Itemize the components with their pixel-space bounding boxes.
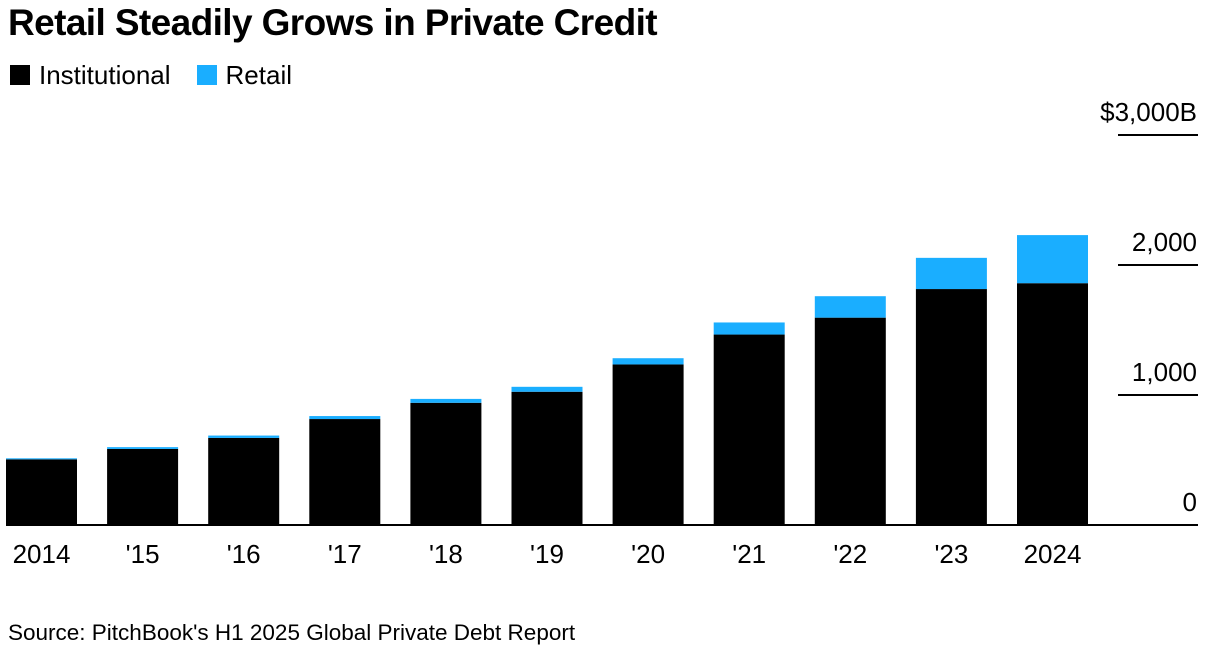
legend-label-retail: Retail [225,59,293,90]
legend-item-retail: Retail [196,59,293,91]
x-tick-label-5: '19 [530,539,564,569]
y-tick-label-3: $3,000B [1100,97,1197,127]
source-note: Source: PitchBook's H1 2025 Global Priva… [8,620,576,645]
bar-retail-1 [107,447,179,449]
legend-swatch-institutional [10,65,30,85]
x-tick-label-9: '23 [934,539,968,569]
bar-retail-9 [915,257,987,290]
x-tick-label-10: 2024 [1024,539,1082,569]
x-tick-label-2: '16 [227,539,261,569]
y-tick-label-2: 2,000 [1132,227,1197,257]
bar-retail-8 [814,296,886,318]
chart-title: Retail Steadily Grows in Private Credit [8,2,658,43]
bar-retail-10 [1017,235,1088,284]
bar-retail-2 [208,435,280,438]
x-tick-label-1: '15 [126,539,160,569]
bar-retail-6 [612,358,684,365]
bar-retail-0 [6,458,77,460]
bar-institutional-9 [915,289,987,525]
y-tick-label-0: 0 [1183,487,1197,517]
bar-institutional-2 [208,437,280,525]
bar-retail-3 [309,416,381,420]
x-tick-label-3: '17 [328,539,362,569]
bar-institutional-5 [511,391,583,525]
bar-institutional-10 [1017,283,1088,525]
x-tick-label-8: '22 [833,539,867,569]
bar-institutional-6 [612,364,684,525]
bar-institutional-3 [309,419,381,525]
x-tick-label-4: '18 [429,539,463,569]
bar-institutional-4 [410,402,482,525]
legend-label-institutional: Institutional [39,59,171,90]
y-tick-label-1: 1,000 [1132,357,1197,387]
bar-institutional-7 [713,334,785,525]
legend: Institutional Retail [10,58,318,92]
x-tick-label-6: '20 [631,539,665,569]
x-tick-label-7: '21 [732,539,766,569]
bar-retail-5 [511,386,583,392]
legend-swatch-retail [196,65,217,85]
bar-retail-7 [713,322,785,335]
legend-item-institutional: Institutional [10,60,171,91]
bar-institutional-1 [107,448,179,525]
bar-institutional-8 [814,317,886,525]
bar-institutional-0 [6,459,77,525]
x-tick-label-0: 2014 [13,539,71,569]
bar-retail-4 [410,398,482,403]
